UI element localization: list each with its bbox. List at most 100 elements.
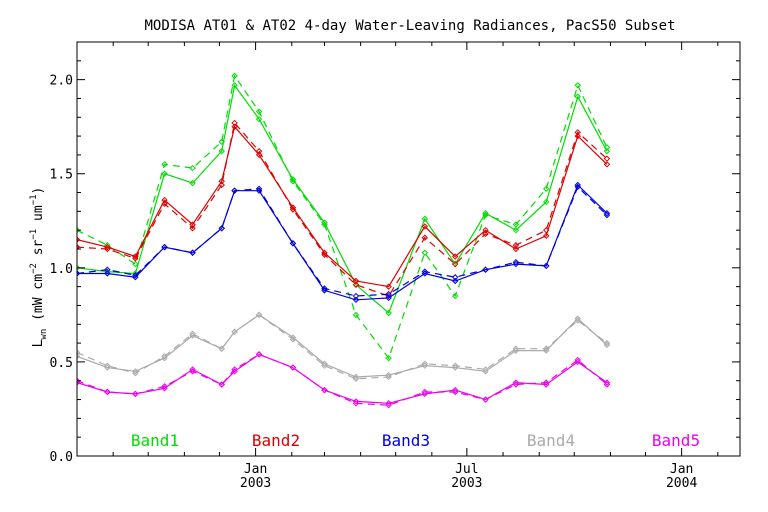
data-point-band1-at02-13: [451, 292, 459, 300]
data-point-band2-at02-4: [189, 225, 196, 232]
data-point-band2-at02-5: [218, 181, 225, 189]
data-point-band5-at02-2: [132, 390, 139, 398]
data-point-band3-at02-18: [603, 211, 611, 219]
data-point-band1-at01-9: [321, 219, 328, 226]
data-point-band4-at02-9: [321, 362, 328, 369]
data-point-band1-at01-15: [512, 226, 520, 234]
data-point-band2-at01-13: [451, 253, 459, 260]
data-point-band2-at01-16: [543, 232, 550, 240]
data-point-band5-at02-6: [231, 366, 238, 373]
data-point-band4-at01-15: [512, 347, 520, 354]
data-point-band5-at02-12: [421, 388, 429, 396]
legend-entry-band2: Band2: [252, 431, 300, 450]
data-point-band5-at02-14: [482, 396, 489, 403]
data-point-band5-at02-10: [352, 400, 360, 407]
data-point-band1-at02-18: [603, 144, 611, 151]
data-point-band2-at01-11: [385, 283, 392, 290]
data-point-band4-at02-4: [189, 330, 196, 337]
data-point-band5-at01-17: [574, 358, 581, 366]
legend: Band1 Band2 Band3 Band4 Band5: [131, 431, 700, 450]
data-point-band1-at01-12: [421, 215, 429, 223]
data-point-band1-at01-17: [574, 93, 581, 100]
data-point-band1-at02-8: [289, 178, 297, 185]
data-point-band4-at02-3: [161, 353, 168, 360]
y-tick-label: 0.0: [50, 450, 73, 465]
legend-entry-band1: Band1: [131, 431, 179, 450]
y-label-exp3: −1: [29, 194, 39, 205]
legend-entry-band3: Band3: [382, 431, 430, 450]
data-point-band2-at01-18: [603, 161, 611, 168]
data-point-band4-at01-17: [574, 315, 581, 322]
y-label-main: L: [31, 339, 46, 347]
data-point-band2-at02-12: [421, 234, 429, 241]
data-point-band4-at02-18: [603, 339, 611, 347]
data-point-band2-at01-9: [321, 249, 328, 256]
data-point-band1-at02-11: [385, 354, 392, 362]
data-point-band4-at02-12: [421, 360, 429, 367]
data-point-band5-at01-15: [512, 379, 520, 386]
data-point-band3-at02-15: [512, 258, 520, 266]
data-point-band1-at02-12: [421, 249, 429, 256]
x-tick-label: Jul: [455, 462, 478, 477]
data-point-band3-at02-8: [289, 240, 297, 247]
data-point-band5-at01-12: [421, 390, 429, 398]
data-point-band3-at02-11: [385, 290, 392, 298]
data-point-band4-at01-18: [603, 341, 611, 349]
data-point-band2-at02-17: [574, 129, 581, 136]
data-point-band2-at02-8: [289, 206, 297, 213]
y-tick-label: 1.0: [50, 262, 73, 277]
data-point-band4-at01-10: [352, 373, 360, 381]
series-line-band2-at02: [77, 121, 608, 297]
data-point-band4-at01-1: [104, 364, 111, 371]
data-point-band4-at02-11: [385, 373, 392, 381]
data-point-band5-at02-4: [189, 368, 196, 375]
data-point-band3-at02-7: [255, 185, 263, 192]
data-point-band4-at01-0: [77, 353, 81, 360]
series-line-band3-at02: [77, 185, 608, 297]
data-point-band4-at02-1: [104, 362, 111, 369]
x-tick-year-label: 2004: [666, 476, 697, 491]
data-point-band4-at02-17: [574, 317, 581, 324]
data-point-band2-at02-10: [352, 281, 360, 288]
data-point-band3-at02-10: [352, 292, 360, 300]
series-line-band4-at02: [77, 314, 608, 380]
data-point-band1-at02-15: [512, 221, 520, 228]
data-point-band5-at02-13: [451, 388, 459, 396]
y-label-exp2: −1: [29, 229, 39, 240]
data-point-band1-at02-5: [218, 138, 225, 145]
data-point-band4-at02-2: [132, 369, 139, 377]
data-point-band1-at02-2: [132, 260, 139, 268]
y-tick-label: 2.0: [50, 74, 73, 89]
data-point-band1-at01-5: [218, 147, 225, 155]
series-line-band1-at01: [77, 83, 608, 315]
data-point-band5-at02-7: [255, 351, 263, 358]
data-point-band3-at02-1: [104, 266, 111, 273]
data-point-band5-at01-11: [385, 400, 392, 407]
data-point-band1-at02-14: [482, 211, 489, 219]
data-point-band2-at02-14: [482, 230, 489, 238]
data-point-band2-at02-15: [512, 242, 520, 249]
data-point-band5-at02-18: [603, 381, 611, 388]
data-point-band5-at02-15: [512, 381, 520, 388]
data-point-band4-at02-15: [512, 345, 520, 352]
data-point-band4-at02-8: [289, 336, 297, 343]
series-line-band5-at02: [77, 353, 608, 406]
data-point-band1-at02-3: [161, 161, 168, 168]
data-point-band2-at02-0: [77, 243, 81, 251]
y-label-close: ): [31, 187, 46, 195]
data-point-band4-at01-3: [161, 354, 168, 362]
data-point-band2-at01-12: [421, 223, 429, 230]
data-point-band5-at01-18: [603, 379, 611, 386]
data-point-band4-at02-7: [255, 311, 263, 319]
data-point-band3-at02-14: [482, 266, 489, 273]
data-point-band1-at01-4: [189, 179, 196, 187]
data-point-band5-at02-9: [321, 386, 328, 394]
data-point-band1-at02-17: [574, 82, 581, 89]
data-point-band2-at02-6: [231, 119, 238, 127]
data-point-band3-at01-17: [574, 181, 581, 189]
data-point-band3-at02-9: [321, 285, 328, 292]
data-point-band5-at02-3: [161, 383, 168, 390]
data-point-band2-at02-9: [321, 251, 328, 258]
data-point-band3-at02-16: [543, 262, 550, 270]
